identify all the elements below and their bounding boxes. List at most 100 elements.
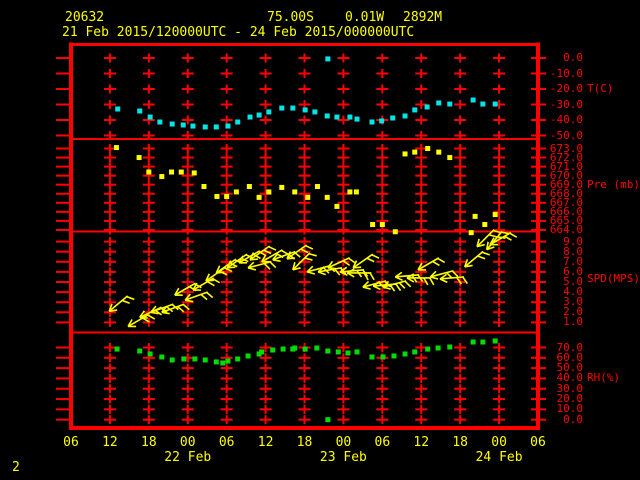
temperature-ytick-label: 0.0 [563, 51, 583, 64]
data-point [305, 194, 311, 200]
data-point [402, 351, 408, 357]
data-point [314, 184, 320, 190]
pressure-ytick-label: 669.0 [549, 177, 583, 191]
data-point [220, 360, 226, 366]
data-point [391, 353, 397, 359]
data-point [370, 222, 376, 228]
data-point [302, 107, 308, 113]
data-point [353, 189, 359, 195]
data-point [259, 349, 265, 355]
data-point [270, 347, 276, 353]
data-point [181, 356, 187, 362]
xtick-label: 06 [374, 435, 391, 450]
temperature-ytick-label: -30.0 [549, 97, 583, 111]
data-point [492, 101, 498, 107]
data-point [202, 357, 208, 363]
plot-frame [69, 42, 540, 430]
humidity-ytick-label: 30.0 [556, 381, 584, 395]
data-point [402, 151, 408, 157]
xtick-label: 06 [63, 435, 79, 450]
data-point [137, 348, 143, 354]
humidity-axis-title: RH(%) [587, 371, 621, 384]
xtick-label: 18 [141, 435, 157, 450]
temperature-ytick-label: -10.0 [549, 66, 583, 80]
data-point [314, 345, 320, 351]
data-point [369, 354, 375, 360]
day-label: 22 Feb [164, 450, 212, 465]
pressure-ytick-label: 664.0 [549, 222, 583, 236]
temperature-series [115, 56, 498, 130]
data-point [492, 338, 498, 344]
xtick-label: 00 [491, 435, 507, 450]
data-point [436, 149, 442, 155]
data-point [424, 104, 430, 110]
humidity-ytick-label: 20.0 [556, 392, 584, 406]
humidity-series [114, 338, 498, 423]
station-id: 20632 [65, 10, 105, 25]
data-point [256, 112, 262, 118]
data-point [480, 101, 486, 107]
data-point [412, 149, 418, 155]
data-point [302, 346, 308, 352]
data-point [379, 222, 385, 228]
data-point [169, 121, 175, 127]
data-point [190, 123, 196, 129]
data-point [169, 169, 175, 175]
data-point [159, 354, 165, 360]
humidity-ytick-label: 0.0 [563, 412, 583, 426]
data-point [324, 194, 330, 200]
data-point [354, 116, 360, 122]
data-point [480, 339, 486, 345]
wind_speed-ytick-label: 6.0 [563, 264, 583, 278]
wind_speed-ytick-label: 8.0 [563, 244, 583, 258]
time-period: 21 Feb 2015/120000UTC - 24 Feb 2015/0000… [62, 25, 415, 40]
data-point [245, 353, 251, 359]
data-point [447, 155, 453, 161]
data-point [402, 113, 408, 119]
data-point [468, 230, 474, 236]
humidity-ytick-label: 60.0 [556, 350, 584, 364]
data-point [347, 114, 353, 120]
data-point [213, 359, 219, 365]
data-point [354, 349, 360, 355]
pressure-ytick-label: 671.0 [549, 159, 583, 173]
humidity-ytick-label: 50.0 [556, 361, 584, 375]
data-point [147, 351, 153, 357]
data-point [292, 189, 298, 195]
xtick-label: 12 [413, 435, 430, 450]
data-point [335, 349, 341, 355]
data-point [347, 189, 353, 195]
data-point [256, 351, 262, 357]
humidity-ytick-label: 40.0 [556, 371, 584, 385]
frame-ticks [56, 57, 546, 421]
data-point [279, 105, 285, 111]
data-point [334, 114, 340, 120]
day-label: 24 Feb [475, 450, 523, 465]
temperature-ytick-label: -50.0 [549, 128, 583, 142]
wind-axis-title: SPD(MPS) [587, 272, 640, 285]
data-point [334, 203, 340, 209]
xtick-label: 06 [218, 435, 235, 450]
pressure-ytick-label: 668.0 [549, 186, 583, 200]
data-point [213, 124, 219, 130]
pressure-ytick-label: 672.0 [549, 150, 583, 164]
data-point [214, 193, 220, 199]
xtick-label: 18 [296, 435, 313, 450]
data-point [279, 184, 285, 190]
temperature-ytick-label: -40.0 [549, 113, 583, 126]
data-point [425, 346, 431, 352]
data-point [256, 194, 262, 200]
data-point [191, 170, 197, 176]
day-label: 23 Feb [319, 450, 367, 465]
xtick-label: 12 [257, 435, 274, 450]
wind_speed-ytick-label: 9.0 [563, 234, 583, 248]
data-point [233, 189, 239, 195]
temperature-ytick-label: -20.0 [549, 82, 583, 95]
data-point [390, 115, 396, 121]
wind_speed-ytick-label: 2.0 [563, 305, 583, 319]
humidity-ytick-label: 70.0 [556, 340, 584, 354]
data-point [470, 339, 476, 345]
wind_speed-ytick-label: 4.0 [563, 285, 583, 299]
